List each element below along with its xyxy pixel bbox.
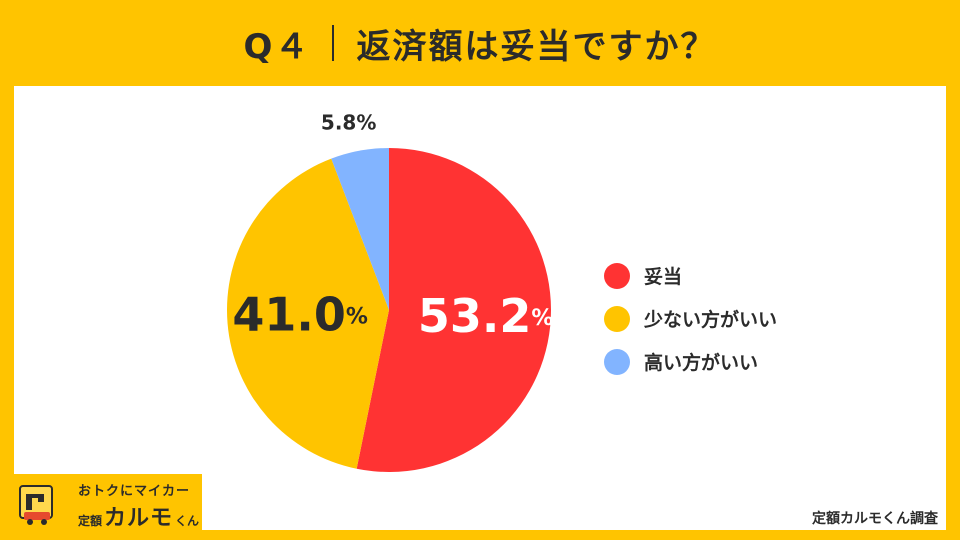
slice-value-label: 5.8%: [321, 110, 376, 134]
slice-appropriate: [356, 148, 552, 473]
slice-higher: [331, 148, 389, 310]
logo-brand-prefix: 定額: [78, 514, 103, 528]
survey-credit: 定額カルモくん調査: [812, 511, 938, 527]
chart-panel: 53.2% 41.0% 5.8% 妥当 少ない方がいい 高い方がいい: [14, 86, 946, 530]
legend-item-higher: 高い方がいい: [604, 340, 777, 383]
legend: 妥当 少ない方がいい 高い方がいい: [604, 254, 777, 383]
legend-swatch-yellow: [604, 305, 630, 332]
pie-chart: 53.2% 41.0% 5.8%: [227, 110, 554, 473]
legend-label: 妥当: [644, 266, 683, 288]
legend-swatch-blue: [604, 348, 630, 375]
legend-label: 高い方がいい: [644, 352, 759, 374]
title-divider: [332, 25, 335, 61]
logo-tagline: おトクにマイカー: [78, 484, 191, 499]
question-number: Q４: [243, 26, 311, 67]
page-title: Q４ 返済額は妥当ですか？: [0, 0, 960, 86]
legend-item-lower: 少ない方がいい: [604, 297, 777, 340]
slice-value-label: 41.0%: [232, 287, 368, 341]
question-text: 返済額は妥当ですか？: [356, 26, 717, 67]
logo-brand-name: カルモ: [104, 506, 174, 531]
legend-label: 少ない方がいい: [644, 309, 778, 331]
legend-item-appropriate: 妥当: [604, 254, 777, 297]
slice-value-label: 53.2%: [418, 288, 554, 342]
logo-brand-suffix: くん: [175, 514, 200, 528]
car-logo-icon: [19, 485, 53, 525]
logo-brand: 定額 カルモ くん: [78, 500, 199, 532]
slice-lower: [227, 158, 389, 469]
brand-logo: おトクにマイカー 定額 カルモ くん: [10, 474, 202, 532]
legend-swatch-red: [604, 262, 630, 289]
